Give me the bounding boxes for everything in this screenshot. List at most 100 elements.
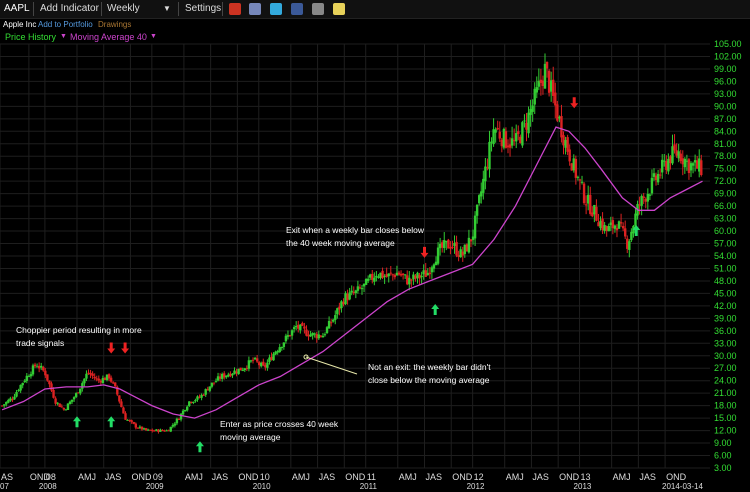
y-tick-label: 6.00 xyxy=(714,451,732,461)
y-tick-label: 81.00 xyxy=(714,139,737,149)
price-history-legend[interactable]: Price History xyxy=(5,32,57,42)
x-tick-label: OND xyxy=(345,472,366,482)
candle-body xyxy=(461,251,464,256)
y-tick-label: 72.00 xyxy=(714,176,737,186)
candle-body xyxy=(344,293,347,305)
drawings-link[interactable]: Drawings xyxy=(98,20,132,29)
candle-body xyxy=(586,194,590,204)
candle-body xyxy=(101,377,105,384)
chevron-down-icon[interactable]: ▼ xyxy=(60,33,67,40)
chevron-down-icon[interactable]: ▼ xyxy=(163,4,171,13)
x-year-label: 2009 xyxy=(146,482,164,491)
symbol-label[interactable]: AAPL xyxy=(4,3,30,14)
candle-body xyxy=(50,383,53,391)
y-tick-label: 48.00 xyxy=(714,276,737,286)
annotation-pointer-dot xyxy=(303,354,309,360)
y-tick-label: 51.00 xyxy=(714,263,737,273)
candle-body xyxy=(366,278,370,281)
candle-body xyxy=(467,237,471,253)
x-tick-label: JAS xyxy=(639,472,656,482)
candle-body xyxy=(459,249,462,258)
candle-body xyxy=(60,406,63,408)
candle-body xyxy=(420,275,423,278)
candle-body xyxy=(383,276,386,278)
add-indicator-button[interactable]: Add Indicator xyxy=(40,3,99,14)
candle-body xyxy=(426,272,429,276)
candle-body xyxy=(373,277,376,282)
clock-icon[interactable] xyxy=(229,3,241,15)
candle-body xyxy=(673,144,676,151)
green-signal-arrow-icon xyxy=(632,225,641,237)
signal-arrows xyxy=(72,97,641,453)
candle-body xyxy=(395,272,399,276)
y-tick-label: 93.00 xyxy=(714,89,737,99)
candle-body xyxy=(315,334,318,339)
moving-average-legend[interactable]: Moving Average 40 xyxy=(70,32,147,42)
candle-body xyxy=(471,236,475,240)
candle-body xyxy=(700,160,703,175)
candle-body xyxy=(274,351,277,355)
candle-body xyxy=(463,244,467,255)
x-tick-label: OND xyxy=(131,472,152,482)
candle-body xyxy=(142,428,146,430)
candle-body xyxy=(266,362,269,368)
candle-body xyxy=(515,133,518,142)
candle-body xyxy=(498,131,501,139)
candle-body xyxy=(270,356,273,361)
candle-body xyxy=(68,401,72,405)
candle-body xyxy=(299,324,302,331)
email-icon[interactable] xyxy=(312,3,324,15)
candle-body xyxy=(424,270,427,277)
candle-body xyxy=(508,144,512,148)
candle-body xyxy=(111,382,115,384)
candle-body xyxy=(369,274,372,278)
twitter-icon[interactable] xyxy=(270,3,282,15)
add-to-portfolio-link[interactable]: Add to Portfolio xyxy=(38,20,93,29)
period-select[interactable]: Weekly xyxy=(107,3,140,14)
print-icon[interactable] xyxy=(249,3,261,15)
candle-body xyxy=(5,402,8,405)
candle-body xyxy=(132,422,135,424)
annotation-choppier: trade signals xyxy=(16,338,64,348)
annotation-notexit: close below the moving average xyxy=(368,375,490,385)
candle-body xyxy=(549,80,553,92)
candle-body xyxy=(37,365,41,369)
candle-body xyxy=(243,368,246,371)
candle-body xyxy=(603,225,606,232)
candle-body xyxy=(136,427,140,429)
chevron-down-icon[interactable]: ▼ xyxy=(150,33,157,40)
candle-body xyxy=(348,292,351,300)
x-tick-label: AMJ xyxy=(185,472,203,482)
candle-body xyxy=(89,372,92,375)
candle-body xyxy=(146,429,150,431)
note-icon[interactable] xyxy=(333,3,345,15)
candle-body xyxy=(492,129,495,145)
x-tick-label: 13 xyxy=(581,472,591,482)
candle-body xyxy=(327,320,331,329)
candle-body xyxy=(144,428,148,431)
company-name: Apple Inc xyxy=(3,20,37,29)
y-tick-label: 30.00 xyxy=(714,351,737,361)
candle-body xyxy=(334,315,337,320)
settings-button[interactable]: Settings xyxy=(185,3,222,14)
moving-average-line xyxy=(1,126,703,419)
candle-body xyxy=(31,365,35,375)
candle-body xyxy=(640,195,643,206)
candle-body xyxy=(611,220,615,229)
candle-body xyxy=(229,373,232,377)
candle-body xyxy=(29,374,33,377)
candle-body xyxy=(237,368,240,375)
candle-body xyxy=(107,374,111,379)
y-tick-label: 96.00 xyxy=(714,76,737,86)
facebook-icon[interactable] xyxy=(291,3,303,15)
candle-body xyxy=(194,400,197,402)
candle-body xyxy=(572,158,575,171)
candle-body xyxy=(317,334,321,339)
candle-body xyxy=(517,131,520,135)
candle-body xyxy=(0,405,4,407)
candle-body xyxy=(675,150,678,156)
y-tick-label: 27.00 xyxy=(714,363,737,373)
candle-body xyxy=(336,308,339,315)
candle-body xyxy=(480,191,483,197)
y-tick-label: 54.00 xyxy=(714,251,737,261)
